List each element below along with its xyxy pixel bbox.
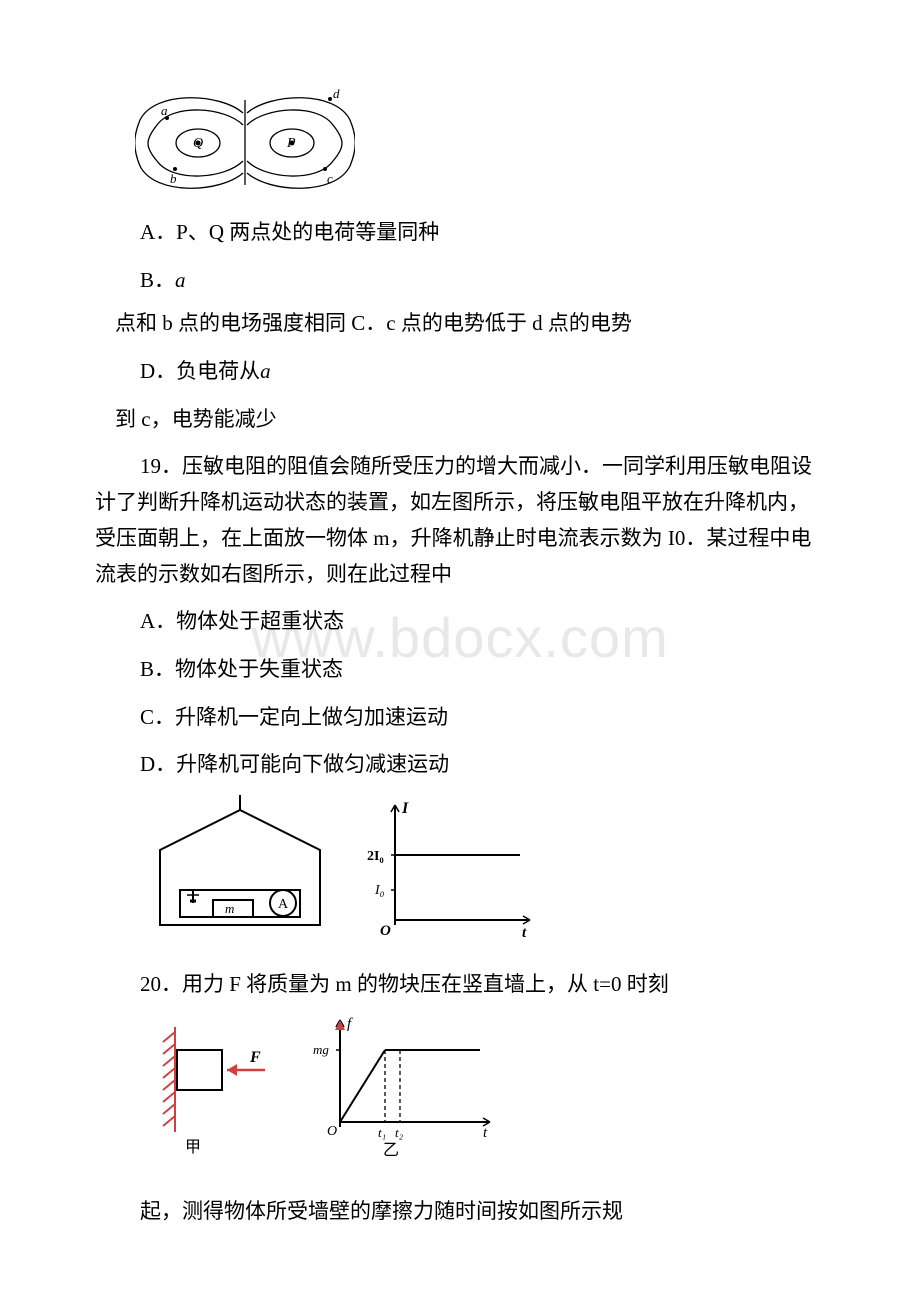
figure-20: F 甲 bbox=[155, 1012, 825, 1174]
q19-text: 19．压敏电阻的阻值会随所受压力的增大而减小．一同学利用压敏电阻设计了判断升降机… bbox=[95, 449, 825, 592]
q19-option-d: D．升降机可能向下做匀减速运动 bbox=[95, 747, 825, 783]
q18-d-var: a bbox=[260, 359, 271, 383]
svg-text:t: t bbox=[522, 925, 527, 940]
q18-option-b-line1: B．a bbox=[95, 263, 825, 299]
svg-text:O: O bbox=[327, 1124, 337, 1139]
svg-text:乙: 乙 bbox=[383, 1142, 399, 1159]
q18-option-d-cont: 到 c，电势能减少 bbox=[95, 402, 825, 438]
svg-text:c: c bbox=[327, 171, 333, 186]
svg-text:I₀: I₀ bbox=[374, 883, 385, 898]
svg-text:m: m bbox=[225, 901, 234, 916]
figure-19: m A I 2I₀ I₀ bbox=[145, 795, 825, 952]
q20-intro: 20．用力 F 将质量为 m 的物块压在竖直墙上，从 t=0 时刻 bbox=[95, 967, 825, 1003]
q19-option-c: C．升降机一定向上做匀加速运动 bbox=[95, 700, 825, 736]
page-content: Q P a b d c A．P、Q 两点处的电荷等量同种 B．a 点和 b 点的… bbox=[95, 85, 825, 1230]
svg-text:b: b bbox=[170, 171, 177, 186]
svg-text:d: d bbox=[333, 86, 340, 101]
svg-text:I: I bbox=[401, 800, 409, 817]
q18-option-d: D．负电荷从a bbox=[95, 354, 825, 390]
svg-text:t: t bbox=[483, 1125, 488, 1141]
q18-b-var: a bbox=[175, 268, 186, 292]
figure-18: Q P a b d c bbox=[135, 85, 825, 200]
q19-option-b: B．物体处于失重状态 bbox=[95, 652, 825, 688]
q18-option-a: A．P、Q 两点处的电荷等量同种 bbox=[95, 215, 825, 251]
q19-option-a: A．物体处于超重状态 bbox=[95, 604, 825, 640]
svg-text:t₁: t₁ bbox=[378, 1125, 386, 1140]
svg-text:a: a bbox=[161, 103, 168, 118]
q18-d-prefix: D．负电荷从 bbox=[140, 359, 260, 383]
svg-text:O: O bbox=[380, 923, 391, 939]
svg-text:mg: mg bbox=[313, 1042, 329, 1057]
svg-text:Q: Q bbox=[193, 136, 203, 151]
svg-text:甲: 甲 bbox=[185, 1139, 201, 1156]
svg-text:f: f bbox=[347, 1016, 353, 1032]
q20-end: 起，测得物体所受墙壁的摩擦力随时间按如图所示规 bbox=[95, 1194, 825, 1230]
svg-text:A: A bbox=[278, 897, 289, 912]
q18-option-b-cont: 点和 b 点的电场强度相同 C．c 点的电势低于 d 点的电势 bbox=[95, 306, 825, 342]
svg-text:2I₀: 2I₀ bbox=[367, 849, 384, 864]
q18-b-prefix: B． bbox=[140, 268, 175, 292]
svg-text:P: P bbox=[286, 136, 296, 151]
svg-text:t₂: t₂ bbox=[395, 1125, 404, 1140]
svg-text:F: F bbox=[249, 1049, 261, 1066]
